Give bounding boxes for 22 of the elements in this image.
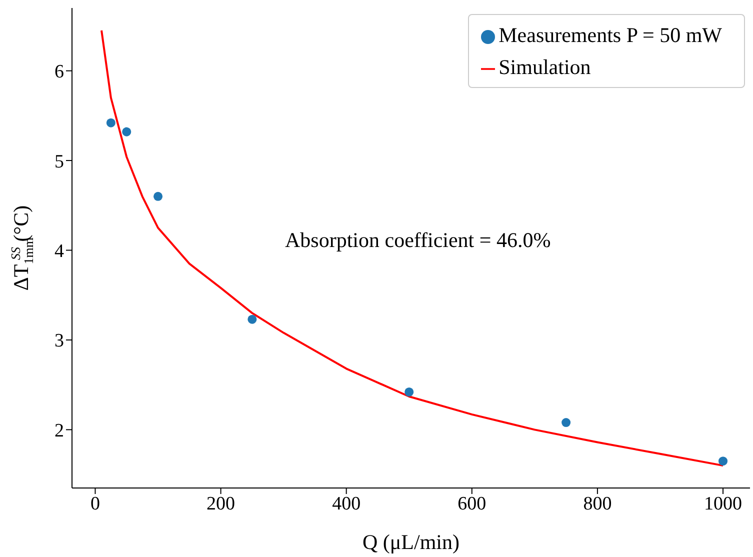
point <box>248 314 257 324</box>
point <box>718 456 728 466</box>
y-tick-label: 5 <box>54 151 64 172</box>
x-tick-label: 600 <box>458 493 486 514</box>
point <box>404 387 414 397</box>
x-tick-label: 200 <box>206 493 236 514</box>
point <box>153 192 163 201</box>
x-tick-label: 400 <box>332 493 361 514</box>
y-tick-label: 2 <box>54 420 64 442</box>
x-tick-label: 0 <box>90 493 100 514</box>
legend-label: Measurements P = 50 mW <box>498 23 722 47</box>
point <box>106 118 116 128</box>
x-axis-title: Q (μL/min) <box>362 530 460 554</box>
y-tick-label: 3 <box>54 330 64 352</box>
x-tick-label: 1000 <box>704 493 742 514</box>
y-tick-label: 4 <box>54 240 64 262</box>
legend-label: Simulation <box>498 55 591 79</box>
point <box>562 418 571 428</box>
point <box>122 127 132 136</box>
annotation: Absorption coefficient = 46.0% <box>285 228 551 253</box>
x-tick-label: 800 <box>583 493 612 514</box>
y-tick-label: 6 <box>54 62 64 83</box>
